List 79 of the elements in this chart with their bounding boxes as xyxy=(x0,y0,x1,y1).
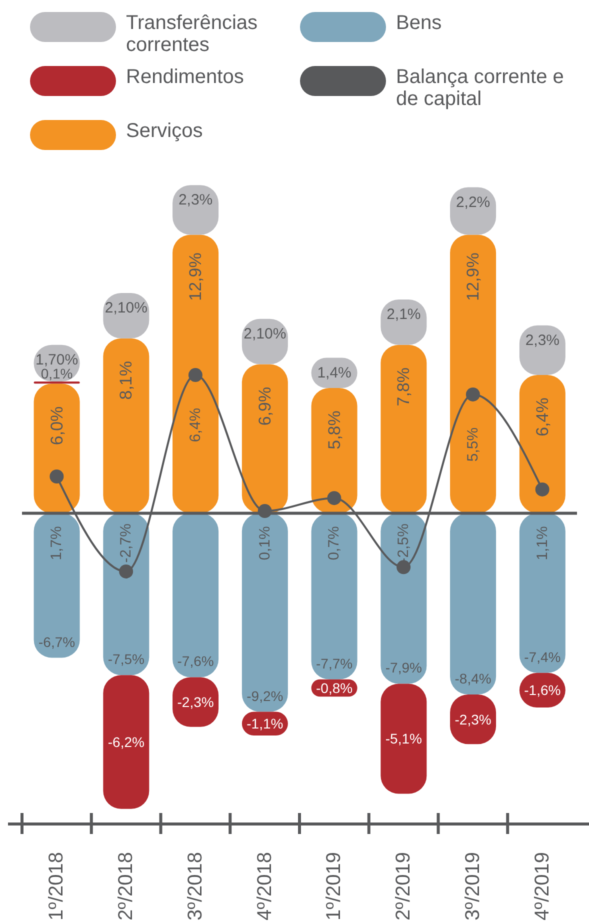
bar xyxy=(172,513,219,678)
bar xyxy=(34,384,80,514)
x-tick-label: 1º/2019 xyxy=(323,852,346,920)
data-label: 5,5% xyxy=(464,427,482,462)
bar xyxy=(519,375,566,514)
data-label: 1,1% xyxy=(534,526,551,560)
legend-label: Bens xyxy=(396,12,442,34)
bar xyxy=(34,513,80,658)
x-tick-label: 4º/2018 xyxy=(254,852,276,920)
data-label: -8,4% xyxy=(454,670,492,686)
data-label: 1,70% xyxy=(36,351,78,368)
bar xyxy=(380,344,427,514)
data-label: 2,10% xyxy=(104,300,148,317)
data-label: 0,1% xyxy=(256,526,274,560)
x-tick-label: 1º/2018 xyxy=(46,852,68,920)
bar xyxy=(450,513,496,694)
data-label: -7,4% xyxy=(524,648,561,665)
data-label: -7,5% xyxy=(108,651,144,668)
bar xyxy=(172,234,219,514)
data-label: -6,7% xyxy=(38,634,76,650)
data-label: -2,5% xyxy=(395,524,412,563)
data-label: -2,7% xyxy=(118,524,135,563)
x-tick-label: 3º/2018 xyxy=(184,852,206,920)
point xyxy=(258,504,272,518)
data-label: 6,0% xyxy=(47,406,66,446)
data-label: 2,3% xyxy=(178,192,213,209)
data-label: -7,6% xyxy=(177,653,214,670)
data-label: 8,1% xyxy=(116,360,136,400)
data-label: 2,1% xyxy=(386,306,421,324)
data-label: -5,1% xyxy=(385,730,422,747)
point xyxy=(119,564,134,578)
data-label: 2,2% xyxy=(456,194,490,211)
bar xyxy=(380,513,427,684)
data-label: -9,2% xyxy=(246,688,284,704)
bar xyxy=(103,338,150,514)
x-tick-label: 4º/2019 xyxy=(531,852,554,920)
data-label: -2,3% xyxy=(177,694,214,710)
data-label: 6,4% xyxy=(532,398,552,436)
bar xyxy=(242,364,288,514)
data-label: -6,2% xyxy=(108,734,144,750)
data-label: -2,3% xyxy=(454,711,492,728)
data-label: 2,10% xyxy=(244,325,286,342)
data-label: 12,9% xyxy=(186,252,206,301)
bar xyxy=(450,234,496,514)
data-label: 5,8% xyxy=(324,410,344,450)
legend-label: Transferências correntes xyxy=(126,12,259,56)
data-label: -7,7% xyxy=(316,655,353,672)
point xyxy=(466,387,480,402)
legend-label: Serviços xyxy=(126,120,203,142)
point xyxy=(50,469,64,484)
bar xyxy=(103,513,150,676)
data-label: -7,9% xyxy=(385,660,422,676)
data-label: -1,1% xyxy=(246,716,284,732)
bar xyxy=(311,388,358,514)
x-tick-label: 2º/2018 xyxy=(115,852,138,920)
data-label: 1,4% xyxy=(317,364,352,382)
bar xyxy=(242,513,288,712)
data-label: 6,4% xyxy=(186,408,204,442)
legend-label: Balança corrente e de capital xyxy=(396,66,565,110)
data-label: 1,7% xyxy=(48,526,66,560)
point xyxy=(396,560,411,574)
bar xyxy=(311,513,358,680)
data-label: -1,6% xyxy=(524,682,561,698)
data-label: 12,9% xyxy=(464,252,483,301)
legend-label: Rendimentos xyxy=(126,66,244,88)
bar xyxy=(380,684,427,794)
x-tick-label: 2º/2019 xyxy=(392,852,415,920)
data-label: 0,1% xyxy=(40,366,73,382)
x-tick-label: 3º/2019 xyxy=(462,852,484,920)
data-label: -0,8% xyxy=(316,680,353,696)
point xyxy=(327,491,342,506)
data-label: 2,3% xyxy=(525,332,560,349)
data-label: 7,8% xyxy=(394,367,414,406)
data-label: 6,9% xyxy=(255,386,274,426)
data-label: 0,7% xyxy=(326,526,343,560)
point xyxy=(188,368,202,382)
bar xyxy=(519,513,566,673)
bar xyxy=(103,675,150,809)
point xyxy=(535,482,550,496)
